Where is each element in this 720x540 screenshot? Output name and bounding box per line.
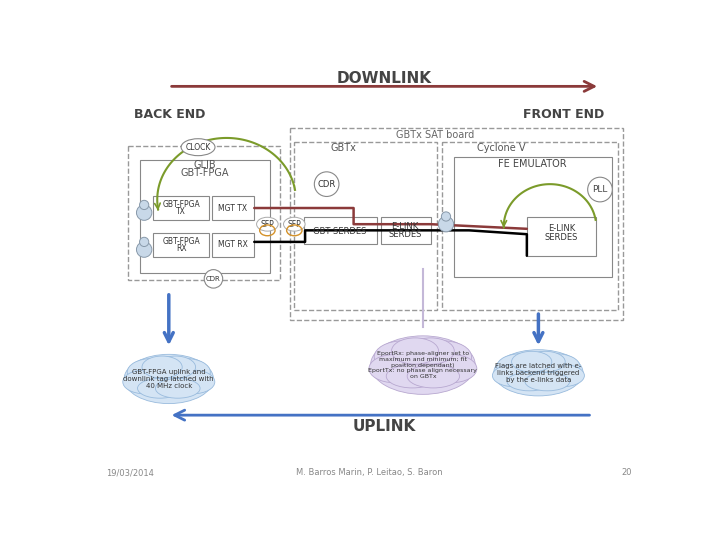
Text: BACK END: BACK END [134,109,205,122]
Bar [304,217,377,244]
Text: GBT-FPGA: GBT-FPGA [162,237,200,246]
Ellipse shape [172,370,215,394]
Text: GBT-FPGA uplink and
downlink tag latched with
40 MHz clock: GBT-FPGA uplink and downlink tag latched… [124,369,214,389]
Bar [128,146,281,280]
Ellipse shape [386,364,438,388]
Text: RX: RX [176,244,186,253]
Circle shape [137,205,152,220]
Ellipse shape [507,373,552,391]
Text: PLL: PLL [593,185,608,194]
Text: Cyclone V: Cyclone V [477,143,526,153]
Text: UPLINK: UPLINK [353,419,416,434]
Text: GBT-FPGA: GBT-FPGA [162,200,200,208]
Ellipse shape [492,364,535,387]
Bar [140,159,270,273]
Ellipse shape [142,356,182,378]
Ellipse shape [414,341,472,373]
Text: M. Barros Marin, P. Leitao, S. Baron: M. Barros Marin, P. Leitao, S. Baron [296,468,442,477]
Ellipse shape [123,370,166,394]
Ellipse shape [408,338,454,364]
Text: E-LINK: E-LINK [392,222,419,231]
Ellipse shape [541,364,585,387]
Circle shape [137,242,152,257]
Bar [212,233,254,257]
Bar [153,195,209,220]
Ellipse shape [156,356,196,378]
Circle shape [140,237,149,247]
Text: MGT TX: MGT TX [218,204,247,213]
Text: FE EMULATOR: FE EMULATOR [498,159,567,169]
Bar [527,217,596,256]
Ellipse shape [512,352,552,372]
Text: GLIB: GLIB [194,160,216,170]
Text: EportRx: phase-aligner set to
maximum and minimum; fit
position dependant)
Eport: EportRx: phase-aligner set to maximum an… [369,351,477,379]
Bar [381,217,431,244]
Ellipse shape [127,359,176,386]
Text: SERDES: SERDES [545,233,578,242]
Ellipse shape [374,341,432,373]
Ellipse shape [525,373,570,391]
Circle shape [438,217,454,232]
Ellipse shape [369,355,419,383]
Ellipse shape [392,338,438,364]
Ellipse shape [494,350,583,396]
Ellipse shape [138,379,182,398]
Text: GBT SERDES: GBT SERDES [313,227,366,235]
Text: MGT RX: MGT RX [217,240,248,249]
Ellipse shape [408,364,459,388]
Ellipse shape [531,354,580,379]
Text: SFP: SFP [261,220,274,229]
Circle shape [588,177,612,202]
Ellipse shape [124,354,213,403]
Bar [212,195,254,220]
Ellipse shape [426,355,477,383]
Circle shape [140,200,149,210]
Text: FRONT END: FRONT END [523,109,604,122]
Ellipse shape [525,352,565,372]
Bar [442,142,618,309]
Ellipse shape [181,139,215,156]
Text: Flags are latched with e-
links backend triggered
by the e-links data: Flags are latched with e- links backend … [495,363,582,383]
Bar [454,157,611,276]
Text: GBTx: GBTx [330,143,356,153]
Ellipse shape [497,354,546,379]
Text: GBTx SAT board: GBTx SAT board [396,130,474,140]
Ellipse shape [284,217,305,231]
Text: GBT-FPGA: GBT-FPGA [181,168,229,178]
Bar [153,233,209,257]
Ellipse shape [161,359,210,386]
Text: CLOCK: CLOCK [185,143,211,152]
Text: TX: TX [176,207,186,217]
Circle shape [204,269,222,288]
Bar [294,142,437,309]
Circle shape [315,172,339,197]
Text: 19/03/2014: 19/03/2014 [106,468,153,477]
Text: E-LINK: E-LINK [548,224,575,233]
Text: CDR: CDR [318,180,336,188]
Text: DOWNLINK: DOWNLINK [337,71,432,86]
Text: SERDES: SERDES [389,231,422,239]
Circle shape [441,212,451,221]
Bar [290,128,623,320]
Text: SFP: SFP [287,220,301,229]
Ellipse shape [256,217,278,231]
Text: 20: 20 [622,468,632,477]
Text: CDR: CDR [206,276,221,282]
Ellipse shape [371,336,475,394]
Ellipse shape [156,379,200,398]
